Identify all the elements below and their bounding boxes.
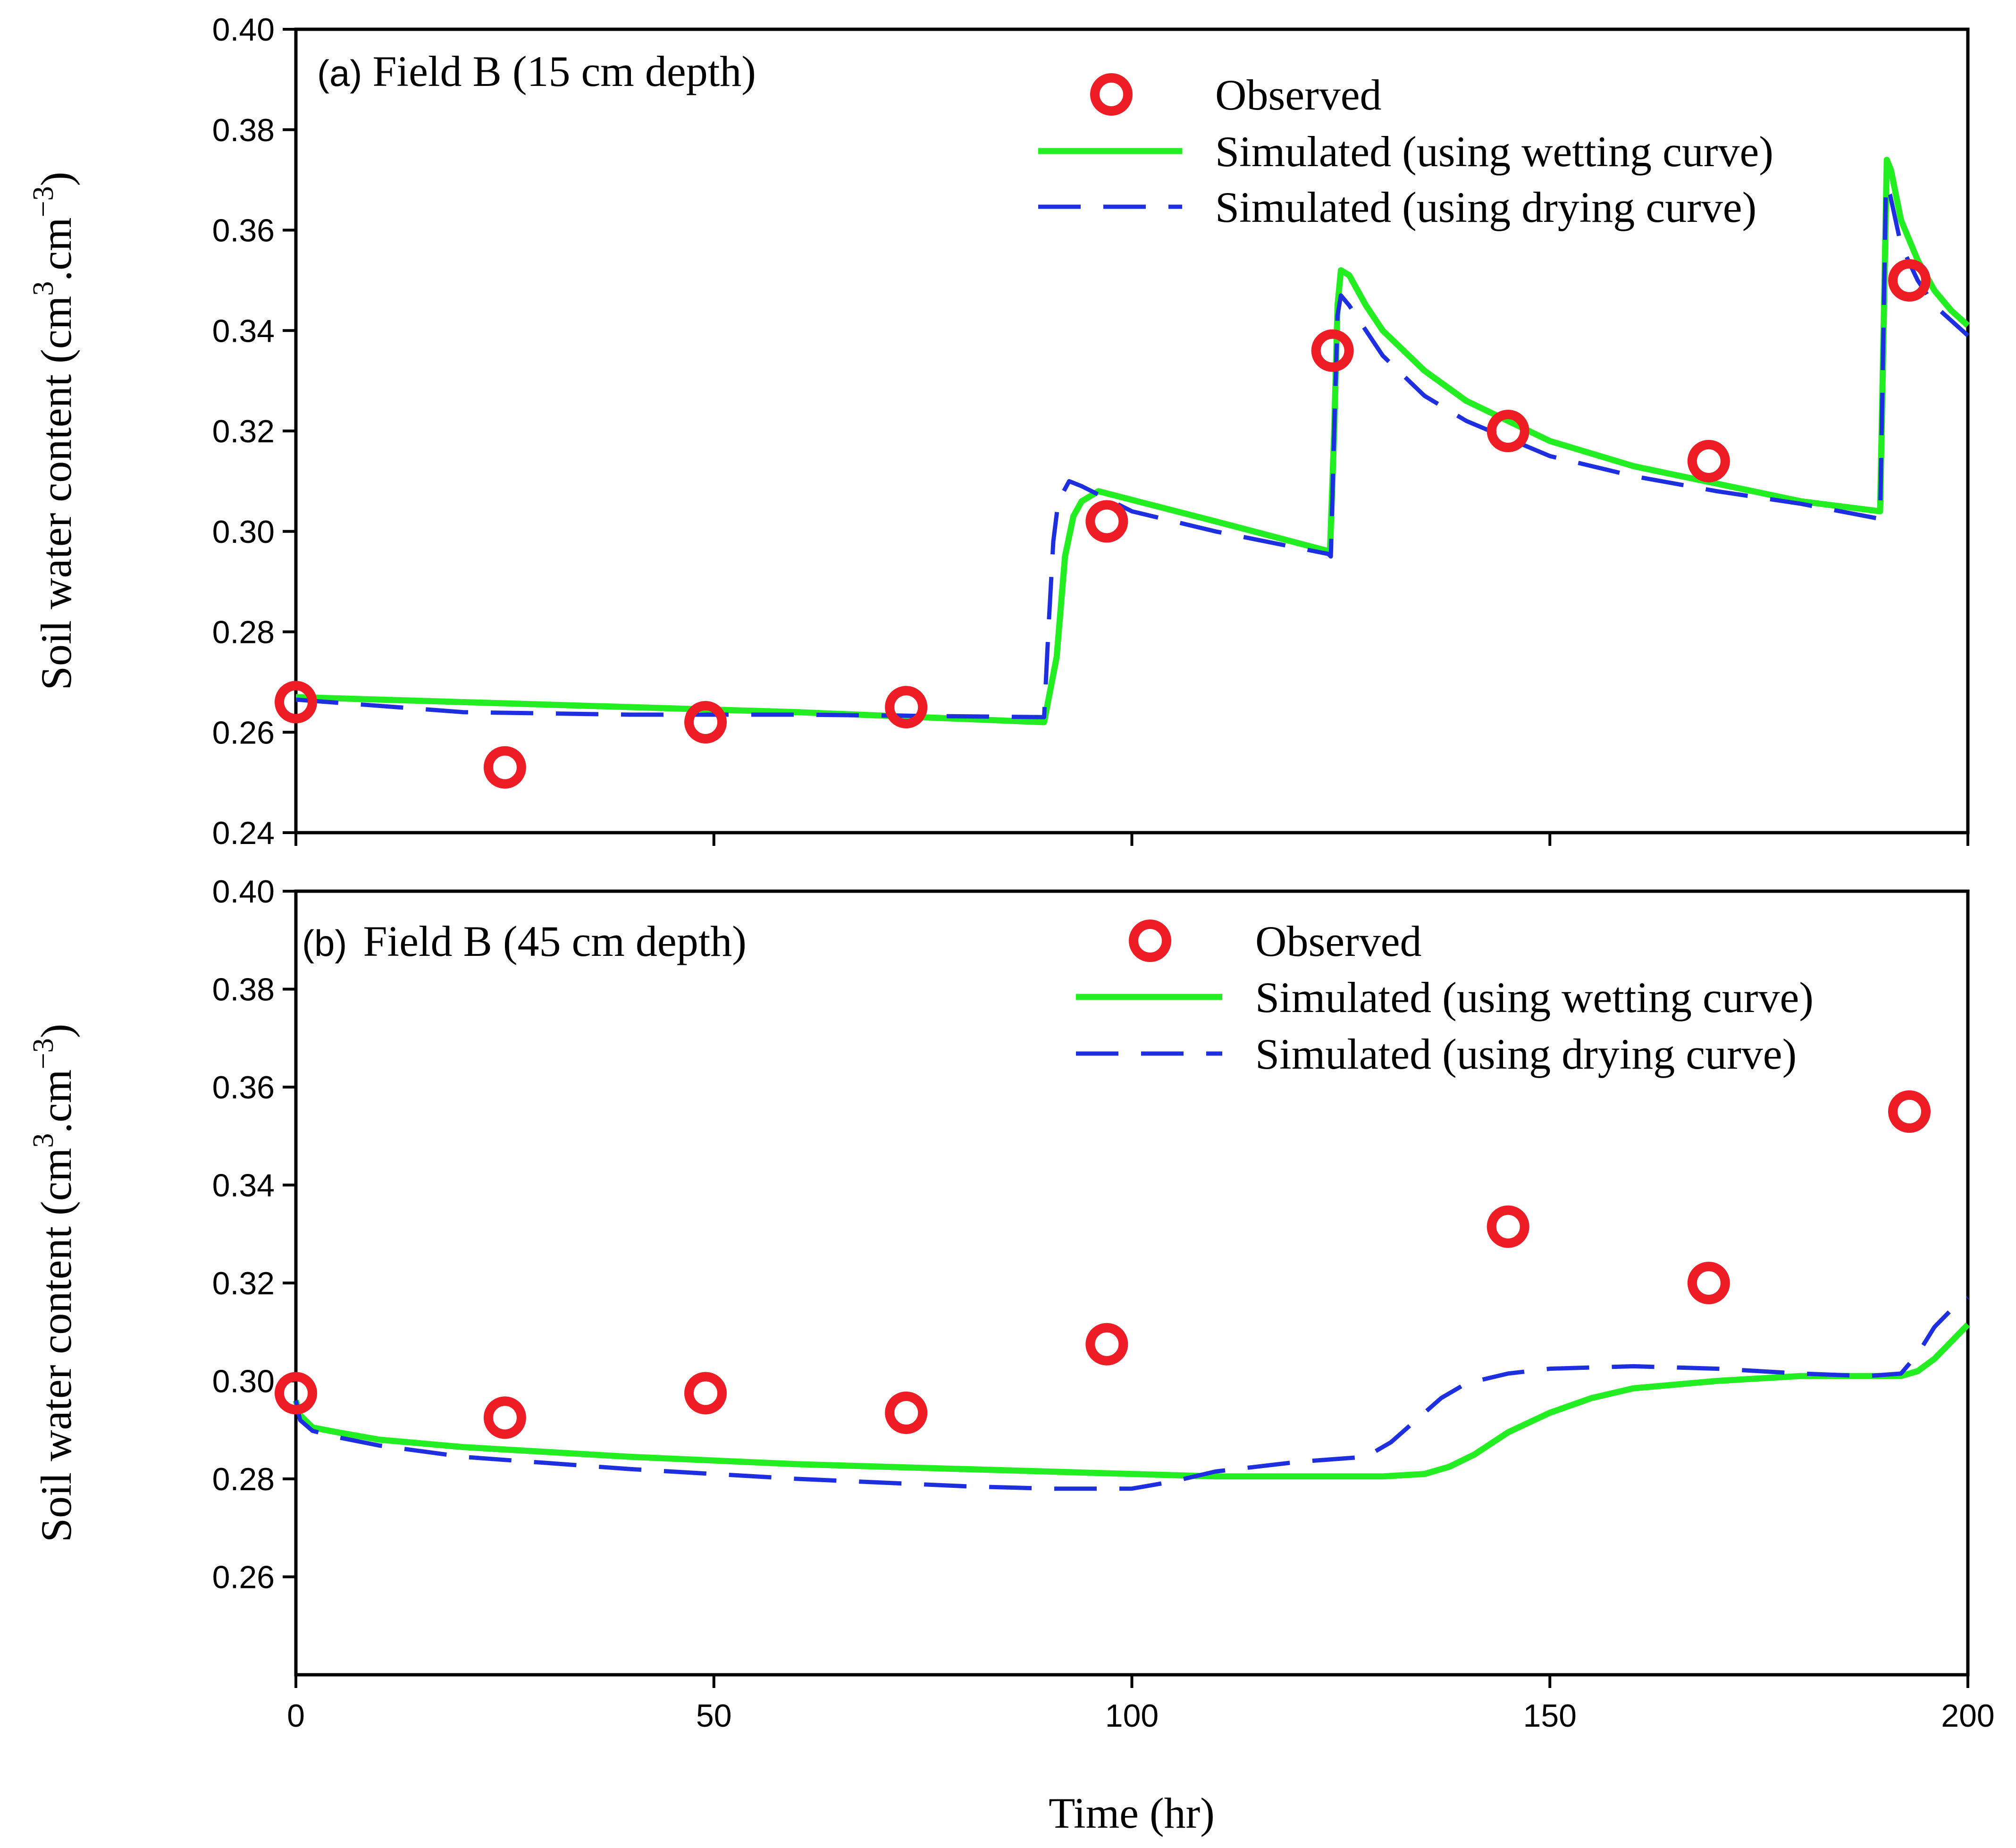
panel-a-series <box>275 157 1970 789</box>
panel-b-y-ticks: 0.26 0.28 0.30 0.32 0.34 0.36 0.38 0.40 <box>212 874 296 1595</box>
panel-a-ylabel-sup1: 3 <box>27 281 59 296</box>
panel-b-legend-observed-marker <box>1129 920 1171 962</box>
panel-b-xtick-label: 100 <box>1105 1698 1159 1734</box>
panel-a-ytick-label: 0.36 <box>212 213 275 249</box>
panel-a-observed-point <box>684 700 727 743</box>
panel-b-legend: Observed Simulated (using wetting curve)… <box>1076 917 1814 1078</box>
panel-a-legend-wetting-label: Simulated (using wetting curve) <box>1215 127 1773 176</box>
panel-b-ylabel-main: Soil water content (cm <box>32 1148 80 1542</box>
panel-a-legend-observed-marker <box>1090 73 1133 116</box>
panel-b-observed-point <box>1687 1262 1730 1304</box>
panel-b-ylabel-sup2: −3 <box>27 1038 59 1069</box>
panel-b-ytick-label: 0.26 <box>212 1560 275 1595</box>
panel-a-ylabel-sup2: −3 <box>27 186 59 217</box>
panel-a-ytick-label: 0.30 <box>212 514 275 550</box>
panel-b-xtick-label: 50 <box>696 1698 732 1734</box>
panel-b-series <box>275 1090 1970 1491</box>
panel-b-observed-point <box>684 1372 727 1415</box>
panel-b-ytick-label: 0.38 <box>212 972 275 1008</box>
panel-a-drying-line <box>295 183 1970 719</box>
panel-b-xtick-label: 200 <box>1941 1698 1994 1734</box>
panel-b-ytick-label: 0.28 <box>212 1461 275 1497</box>
panel-b-ytick-label: 0.30 <box>212 1364 275 1400</box>
panel-b-observed-point <box>1487 1205 1529 1248</box>
panel-b-y-axis-title: Soil water content (cm3.cm−3) <box>27 1024 80 1542</box>
panel-b: 0.26 0.28 0.30 0.32 0.34 0.36 0.38 0.40 0 50 100 1… <box>27 874 1995 1837</box>
panel-a-x-ticks <box>294 833 1969 846</box>
panel-b-observed-point <box>1888 1090 1931 1133</box>
panel-b-ylabel-mid: .cm <box>32 1069 80 1133</box>
panel-a-observed-point <box>1687 439 1730 482</box>
panel-a-observed-point <box>1487 410 1529 452</box>
panel-a-ytick-label: 0.28 <box>212 615 275 650</box>
panel-a-ylabel-end: ) <box>32 172 80 186</box>
panel-b-legend-wetting-label: Simulated (using wetting curve) <box>1255 973 1814 1021</box>
panel-a-observed-point <box>275 681 317 724</box>
panel-a-title: (a) Field B (15 cm depth) <box>317 47 756 95</box>
panel-b-x-ticks: 0 50 100 150 200 <box>287 1675 1995 1734</box>
panel-b-ytick-label: 0.36 <box>212 1070 275 1105</box>
panel-a-observed-point <box>1311 329 1354 372</box>
panel-b-observed-point <box>885 1391 928 1434</box>
panel-a-ytick-label: 0.32 <box>212 413 275 449</box>
panel-a-observed-point <box>885 686 928 729</box>
panel-b-drying-line <box>294 1296 1969 1491</box>
panel-a-legend: Observed Simulated (using wetting curve)… <box>1038 71 1773 231</box>
panel-a: 0.24 0.26 0.28 0.30 0.32 0.34 0.36 0.38 0.40 (a)… <box>27 12 1970 851</box>
panel-a-y-axis-title: Soil water content (cm3.cm−3) <box>27 172 80 690</box>
panel-a-ylabel-mid: .cm <box>32 217 80 281</box>
panel-a-title-text: Field B (15 cm depth) <box>372 47 756 95</box>
panel-a-letter: (a) <box>317 52 362 94</box>
panel-b-letter: (b) <box>302 922 347 964</box>
panel-a-ytick-label: 0.26 <box>212 715 275 751</box>
panel-a-y-ticks: 0.24 0.26 0.28 0.30 0.32 0.34 0.36 0.38 0.40 <box>212 12 296 851</box>
panel-b-ylabel-sup1: 3 <box>27 1133 59 1148</box>
panel-b-ytick-label: 0.40 <box>212 874 275 910</box>
panel-b-xtick-label: 150 <box>1523 1698 1577 1734</box>
panel-b-observed-point <box>275 1372 317 1415</box>
panel-b-title-text: Field B (45 cm depth) <box>363 917 747 965</box>
panel-a-legend-drying-label: Simulated (using drying curve) <box>1215 183 1756 231</box>
panel-a-wetting-line <box>295 157 1970 726</box>
panel-b-ylabel-end: ) <box>32 1024 80 1038</box>
panel-a-observed-point <box>483 746 526 789</box>
panel-b-observed-point <box>483 1396 526 1439</box>
panel-a-ytick-label: 0.24 <box>212 815 275 851</box>
panel-a-ytick-label: 0.38 <box>212 112 275 148</box>
panel-a-observed-point <box>1085 500 1128 543</box>
x-axis-title: Time (hr) <box>1049 1789 1215 1837</box>
panel-a-ylabel-main: Soil water content (cm <box>32 296 80 690</box>
panel-b-xtick-label: 0 <box>287 1698 305 1734</box>
panel-a-ytick-label: 0.34 <box>212 313 275 349</box>
panel-a-observed-point <box>1888 259 1931 302</box>
panel-b-ytick-label: 0.34 <box>212 1168 275 1204</box>
panel-b-ytick-label: 0.32 <box>212 1266 275 1301</box>
panel-a-legend-observed-label: Observed <box>1215 71 1382 119</box>
panel-b-observed-point <box>1085 1323 1128 1366</box>
panel-b-title: (b) Field B (45 cm depth) <box>302 917 747 965</box>
panel-b-legend-drying-label: Simulated (using drying curve) <box>1255 1030 1797 1078</box>
panel-a-ytick-label: 0.40 <box>212 12 275 48</box>
panel-b-legend-observed-label: Observed <box>1255 917 1422 965</box>
